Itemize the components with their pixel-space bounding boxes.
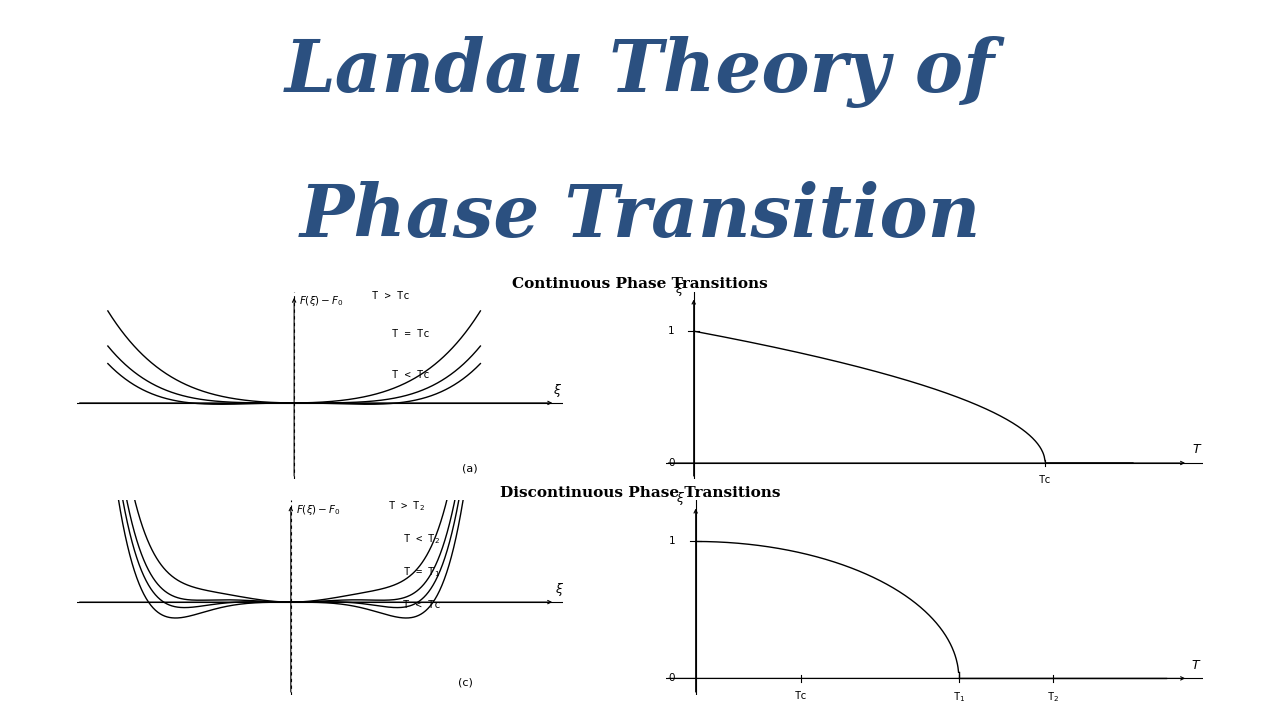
Text: Landau Theory of: Landau Theory of xyxy=(285,36,995,108)
Text: $\xi$: $\xi$ xyxy=(676,490,685,508)
Text: 0: 0 xyxy=(668,458,675,468)
Text: Continuous Phase Transitions: Continuous Phase Transitions xyxy=(512,277,768,292)
Text: $\xi$: $\xi$ xyxy=(553,382,562,399)
Text: T < Tc: T < Tc xyxy=(393,369,430,379)
Text: T = T$_1$: T = T$_1$ xyxy=(403,565,440,579)
Text: Discontinuous Phase Transitions: Discontinuous Phase Transitions xyxy=(499,486,781,500)
Text: T = Tc: T = Tc xyxy=(393,329,430,339)
Text: $F(\xi)-F_0$: $F(\xi)-F_0$ xyxy=(300,294,344,308)
Text: Tc: Tc xyxy=(1039,475,1051,485)
Text: T < T$_2$: T < T$_2$ xyxy=(403,532,440,546)
Text: T > T$_2$: T > T$_2$ xyxy=(388,500,425,513)
Text: (c): (c) xyxy=(458,678,474,688)
Text: T: T xyxy=(1193,444,1201,456)
Text: $\xi$: $\xi$ xyxy=(675,282,685,298)
Text: T < Tc: T < Tc xyxy=(403,600,440,610)
Text: 1: 1 xyxy=(668,326,675,336)
Text: T: T xyxy=(1192,659,1199,672)
Text: 0: 0 xyxy=(668,673,675,683)
Text: T$_1$: T$_1$ xyxy=(952,690,965,704)
Text: T > Tc: T > Tc xyxy=(371,291,410,301)
Text: 1: 1 xyxy=(668,536,675,546)
Text: T$_2$: T$_2$ xyxy=(1047,690,1059,704)
Text: $\xi$: $\xi$ xyxy=(556,581,564,598)
Text: Tc: Tc xyxy=(795,690,808,701)
Text: $F(\xi)-F_0$: $F(\xi)-F_0$ xyxy=(296,503,340,518)
Text: (a): (a) xyxy=(462,463,477,473)
Text: Phase Transition: Phase Transition xyxy=(300,181,980,251)
